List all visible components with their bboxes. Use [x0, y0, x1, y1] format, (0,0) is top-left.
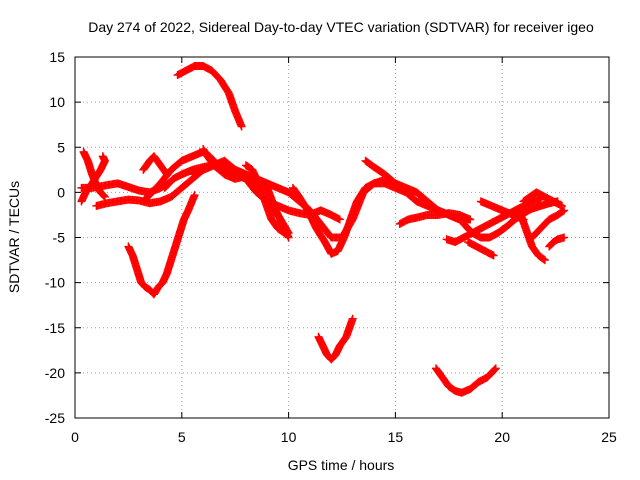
data-point — [560, 206, 569, 215]
y-tick-label: -5 — [53, 230, 66, 246]
series-arc-22 — [476, 197, 528, 224]
series-arc-8 — [124, 191, 199, 299]
y-tick-labels: -25 -20 -15 -10 -5 0 5 10 15 — [45, 49, 65, 426]
y-tick-label: 15 — [49, 49, 65, 65]
data-point — [335, 215, 344, 224]
series-arc-20 — [464, 238, 498, 260]
data-point — [560, 233, 569, 242]
data-point — [489, 251, 498, 260]
y-tick-label: -15 — [45, 320, 65, 336]
data-point — [490, 365, 499, 374]
data-point — [99, 191, 108, 200]
x-tick-label: 25 — [601, 429, 617, 445]
y-tick-label: -25 — [45, 410, 65, 426]
data-series — [77, 62, 569, 397]
x-tick-label: 15 — [388, 429, 404, 445]
series-arc-24 — [519, 188, 567, 210]
data-point — [466, 215, 475, 224]
data-point — [237, 122, 246, 131]
series-arc-9 — [173, 62, 246, 131]
x-tick-label: 10 — [281, 429, 297, 445]
series-arc-25 — [528, 206, 569, 242]
series-arc-15 — [288, 176, 396, 258]
y-axis-title: SDTVAR / TECUs — [6, 181, 22, 293]
chart-title: Day 274 of 2022, Sidereal Day-to-day VTE… — [88, 19, 594, 35]
data-point — [491, 364, 500, 373]
series-arc-26 — [545, 233, 569, 251]
y-tick-label: 0 — [57, 184, 65, 200]
y-tick-label: -20 — [45, 365, 65, 381]
y-tick-label: -10 — [45, 275, 65, 291]
data-point — [100, 192, 109, 201]
x-tick-label: 20 — [494, 429, 510, 445]
data-point — [559, 207, 568, 216]
data-point — [98, 152, 107, 161]
data-point — [539, 255, 548, 264]
series-arc-13 — [263, 197, 344, 224]
data-point — [284, 233, 293, 242]
data-point — [540, 256, 549, 265]
x-tick-label: 0 — [71, 429, 79, 445]
data-point — [279, 228, 288, 237]
x-tick-label: 5 — [178, 429, 186, 445]
y-tick-label: 5 — [57, 139, 65, 155]
series-arc-12 — [241, 161, 289, 237]
data-point — [348, 314, 357, 323]
data-point — [190, 191, 199, 200]
series-arc-18 — [431, 364, 500, 397]
data-point — [100, 191, 109, 200]
series-arc-14 — [314, 314, 357, 364]
y-tick-label: 10 — [49, 94, 65, 110]
plot-frame — [74, 56, 610, 419]
series-arc-17 — [395, 209, 475, 228]
data-point — [280, 228, 289, 237]
x-axis-title: GPS time / hours — [288, 457, 395, 473]
x-tick-labels: 0 5 10 15 20 25 — [71, 429, 617, 445]
